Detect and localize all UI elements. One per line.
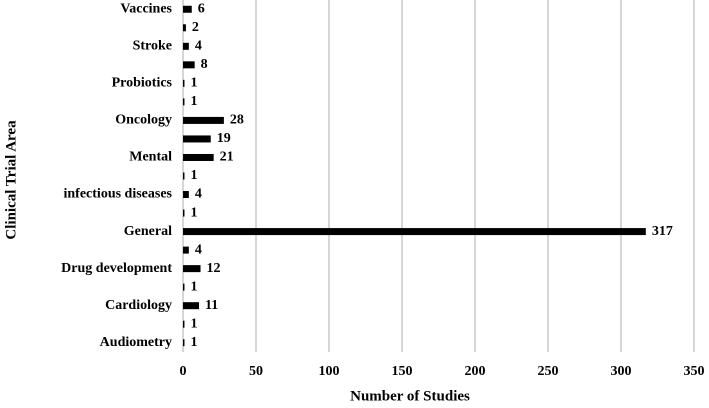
x-tick-label: 150	[392, 364, 413, 379]
data-label: 12	[207, 261, 221, 276]
y-tick-label: Stroke	[133, 39, 172, 54]
bar	[183, 42, 189, 50]
bar	[183, 79, 185, 87]
x-tick-label: 50	[249, 364, 263, 379]
data-label: 1	[190, 335, 197, 350]
bar	[183, 191, 189, 199]
data-label: 2	[192, 20, 199, 35]
bar	[183, 116, 224, 124]
data-label: 1	[190, 76, 197, 91]
bar	[183, 339, 185, 347]
data-label: 1	[190, 279, 197, 294]
data-label: 21	[220, 150, 234, 165]
bar	[183, 61, 195, 69]
bar	[183, 98, 185, 106]
y-tick-label: Mental	[129, 150, 172, 165]
bar	[183, 172, 185, 180]
data-label: 19	[217, 131, 231, 146]
y-tick-label: Oncology	[115, 113, 172, 128]
data-label: 28	[230, 113, 244, 128]
x-axis-title: Number of Studies	[350, 388, 470, 404]
y-tick-label: Cardiology	[105, 298, 172, 313]
bar	[183, 265, 201, 273]
bar	[183, 209, 185, 217]
data-label: 6	[198, 1, 205, 16]
data-label: 1	[190, 168, 197, 183]
data-label: 11	[205, 298, 218, 313]
bar	[183, 24, 186, 32]
bar	[183, 153, 214, 161]
data-label: 1	[190, 316, 197, 331]
y-tick-label: Drug development	[61, 261, 172, 276]
x-tick-label: 100	[319, 364, 340, 379]
x-tick-label: 0	[180, 364, 187, 379]
y-tick-label: Probiotics	[112, 76, 173, 91]
data-label: 1	[190, 205, 197, 220]
y-tick-label: infectious diseases	[64, 187, 173, 202]
bar	[183, 5, 192, 13]
y-tick-label: Audiometry	[100, 335, 172, 350]
x-tick-label: 250	[538, 364, 559, 379]
x-tick-label: 200	[465, 364, 486, 379]
bar	[183, 246, 189, 254]
data-label: 4	[195, 39, 202, 54]
y-tick-label: General	[124, 224, 172, 239]
data-label: 8	[201, 57, 208, 72]
x-tick-label: 350	[684, 364, 705, 379]
data-label: 317	[652, 224, 673, 239]
bar	[183, 302, 200, 310]
bar	[183, 228, 646, 236]
data-label: 1	[190, 94, 197, 109]
bar	[183, 283, 185, 291]
bar	[183, 320, 185, 328]
y-axis-title: Clinical Trial Area	[3, 120, 19, 240]
y-tick-label: Vaccines	[120, 1, 172, 16]
data-label: 4	[195, 187, 202, 202]
x-tick-label: 300	[611, 364, 632, 379]
bar	[183, 135, 211, 143]
data-label: 4	[195, 242, 202, 257]
